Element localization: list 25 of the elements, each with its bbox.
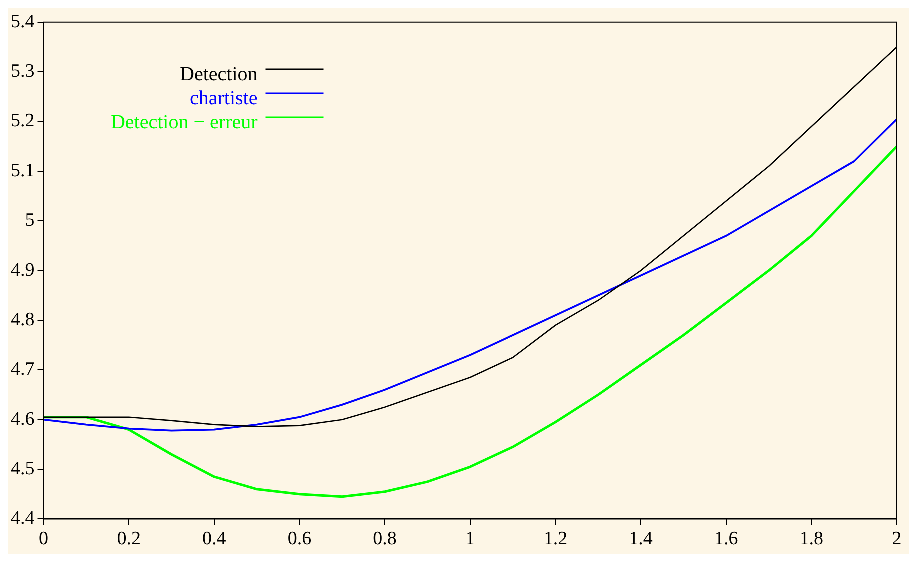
x-tick-label: 0.2 [117, 528, 141, 550]
y-tick-label: 4.7 [11, 359, 35, 380]
x-tick-label: 1.8 [800, 528, 824, 550]
y-tick-label: 5 [25, 210, 35, 232]
y-tick-label: 5.1 [11, 160, 35, 182]
y-tick-label: 4.6 [11, 408, 35, 430]
x-tick-label: 0 [39, 528, 48, 550]
y-tick-label: 5.2 [11, 110, 35, 132]
y-tick-label: 4.4 [11, 508, 36, 530]
y-tick-label: 5.3 [11, 61, 35, 82]
x-tick-label: 0.8 [373, 528, 397, 550]
x-tick-label: 0.4 [202, 528, 227, 550]
legend-label: Detection [180, 64, 258, 86]
y-tick-label: 4.5 [11, 458, 35, 480]
legend-label: Detection − erreur [110, 112, 258, 134]
x-tick-label: 0.6 [288, 528, 312, 550]
y-tick-label: 5.4 [11, 11, 36, 32]
x-tick-label: 2 [892, 528, 902, 550]
x-tick-label: 1.6 [714, 528, 738, 550]
y-tick-label: 4.8 [11, 309, 35, 330]
y-tick-label: 4.9 [11, 260, 35, 281]
x-tick-label: 1 [466, 528, 476, 550]
legend-label: chartiste [190, 88, 258, 110]
x-tick-label: 1.2 [544, 528, 568, 550]
x-tick-label: 1.4 [629, 528, 654, 550]
